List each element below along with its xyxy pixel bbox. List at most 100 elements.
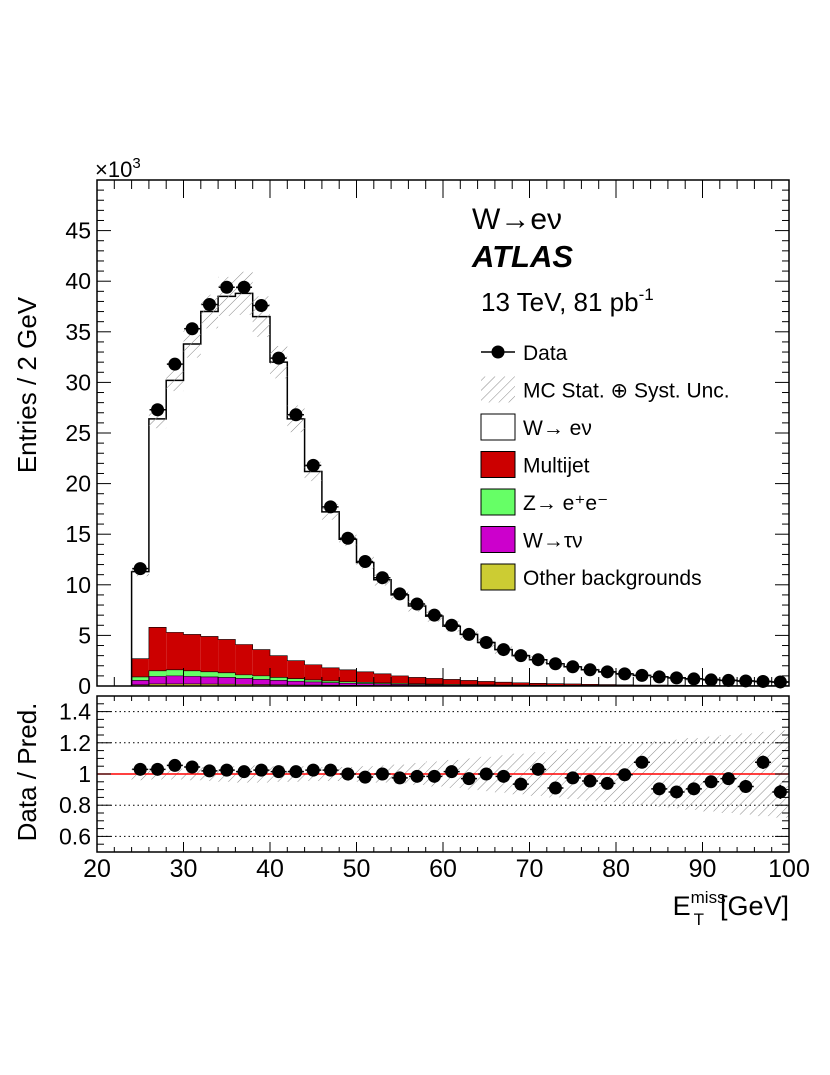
wtaunu-bar: [200, 676, 219, 686]
main-x-ticks: [96, 180, 790, 686]
multijet-bar: [391, 675, 409, 686]
wenu-bar: [200, 311, 219, 686]
other-bar: [183, 683, 201, 686]
wtaunu-bar: [287, 681, 305, 686]
multijet-bar: [494, 682, 513, 686]
data-point: [358, 555, 372, 569]
data-point: [427, 608, 441, 622]
data-point: [514, 649, 528, 663]
ratio-y-tick-label: 1: [78, 761, 91, 787]
x-axis: 20 30 40 50 60 70 80 90 100: [83, 696, 810, 883]
wenu-bar: [287, 418, 305, 686]
x-tick-label: 40: [256, 855, 284, 883]
data-point: [652, 670, 666, 684]
data-point: [445, 618, 459, 632]
data-point: [566, 660, 580, 674]
data-point: [220, 280, 234, 294]
ratio-point: [185, 760, 199, 774]
legend-label-wtaunu: W→τν: [523, 530, 583, 553]
legend-data-marker: [491, 345, 505, 359]
y-multiplier: ×103: [95, 155, 141, 182]
ratio-point: [497, 769, 511, 783]
data-point: [375, 571, 389, 585]
process-label: W→eν: [472, 203, 562, 236]
multijet-bar: [443, 679, 461, 686]
multijet-bar: [564, 683, 582, 686]
y-tick-label: 20: [65, 471, 91, 497]
ratio-panel: 0.6 0.8 1 1.2 1.4 20 30 40 50 60 70 80 90 100 Data /…: [12, 695, 810, 929]
wtaunu-bar: [148, 676, 167, 686]
ratio-point: [635, 755, 649, 769]
y-tick-label: 10: [65, 572, 91, 598]
ratio-point: [756, 755, 770, 769]
ratio-y-tick-label: 0.6: [59, 823, 91, 849]
ratio-point: [289, 765, 303, 779]
ratio-point: [566, 771, 580, 785]
data-point: [185, 322, 199, 336]
y-axis-label: Entries / 2 GeV: [12, 296, 42, 473]
wtaunu-bar: [252, 679, 270, 686]
ratio-point: [773, 785, 787, 799]
other-bar: [166, 683, 184, 686]
legend-swatch-wtaunu: [480, 526, 516, 553]
multijet-bar: [546, 683, 565, 686]
ratio-point: [739, 779, 753, 793]
wenu-bar: [218, 296, 236, 686]
ratio-point: [133, 762, 147, 776]
ratio-point: [410, 769, 424, 783]
data-point: [687, 672, 701, 686]
data-point: [462, 627, 476, 641]
ratio-point: [445, 765, 459, 779]
x-tick-label: 30: [170, 855, 198, 883]
wtaunu-bar: [373, 683, 392, 686]
data-point: [410, 597, 424, 611]
wtaunu-bar: [391, 684, 409, 686]
data-point: [168, 357, 182, 371]
wenu-bar: [391, 594, 409, 686]
data-point: [531, 653, 545, 667]
data-point: [497, 643, 511, 657]
x-tick-label: 60: [429, 855, 457, 883]
data-point: [756, 674, 770, 688]
legend-swatch-other: [480, 563, 516, 591]
ratio-point: [168, 758, 182, 772]
legend-label-unc: MC Stat. ⊕ Syst. Unc.: [523, 380, 730, 403]
x-axis-label: Emiss T [GeV]: [673, 888, 789, 929]
ratio-point: [670, 785, 684, 799]
ratio-point: [652, 782, 666, 796]
other-bar: [200, 684, 219, 686]
wenu-bar: [131, 571, 149, 686]
wtaunu-bar: [183, 676, 201, 686]
x-tick-label: 50: [343, 855, 371, 883]
wenu-bar: [460, 634, 478, 686]
ratio-point: [721, 772, 735, 786]
other-bar: [235, 684, 253, 686]
ratio-point: [548, 781, 562, 795]
other-bar: [218, 684, 236, 686]
wtaunu-bar: [131, 680, 149, 686]
ratio-point: [237, 765, 251, 779]
wenu-bar: [183, 343, 201, 686]
wenu-bar: [148, 418, 167, 686]
legend-label-data: Data: [523, 342, 568, 365]
wtaunu-bar: [304, 681, 322, 686]
x-tick-label: 100: [768, 855, 810, 883]
ratio-y-tick-label: 0.8: [59, 792, 91, 818]
ratio-point: [220, 763, 234, 777]
wenu-bar: [546, 663, 565, 686]
data-point: [272, 351, 286, 365]
wenu-bar: [339, 539, 357, 686]
legend: Data MC Stat. ⊕ Syst. Unc. W→ eν Multijet Z→…: [480, 342, 730, 591]
data-point: [670, 671, 684, 685]
wenu-bar: [443, 626, 461, 686]
data-point: [704, 673, 718, 687]
ratio-y-tick-label: 1.2: [59, 730, 91, 756]
y-tick-label: 45: [65, 218, 91, 244]
stack-group: [130, 292, 789, 686]
x-tick-label: 90: [689, 855, 717, 883]
ratio-point: [427, 769, 441, 783]
wtaunu-bar: [270, 680, 288, 686]
wtaunu-bar: [235, 678, 253, 686]
